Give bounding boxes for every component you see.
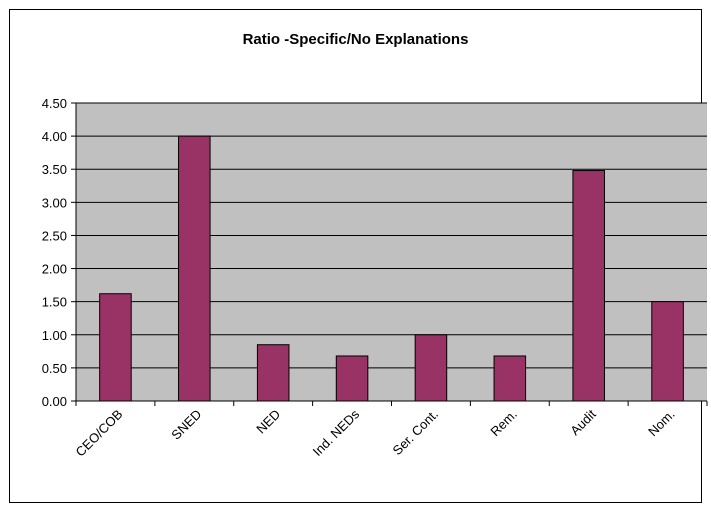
x-tick-label: Audit <box>567 406 599 438</box>
y-tick-label: 1.50 <box>42 295 67 310</box>
bar <box>572 170 605 402</box>
y-tick-label: 2.00 <box>42 262 67 277</box>
bar <box>651 301 684 402</box>
bar <box>335 355 369 402</box>
x-tick-label: Rem. <box>487 407 520 440</box>
chart-title: Ratio -Specific/No Explanations <box>242 31 469 48</box>
x-tick-label: NED <box>253 407 283 437</box>
bar <box>256 344 290 402</box>
y-tick-label: 0.50 <box>42 361 67 376</box>
x-tick-label: Nom. <box>645 407 678 440</box>
bar <box>493 355 527 402</box>
x-tick-label: Ser. Cont. <box>390 407 441 458</box>
y-tick-label: 4.00 <box>42 129 67 144</box>
bar <box>414 334 448 402</box>
y-tick-label: 4.50 <box>42 96 67 111</box>
x-tick-label: SNED <box>168 407 204 443</box>
x-tick-label: CEO/COB <box>73 407 126 460</box>
bar <box>178 135 211 402</box>
x-tick-label: Ind. NEDs <box>310 406 363 459</box>
y-tick-label: 3.50 <box>42 162 67 177</box>
y-tick-label: 1.00 <box>42 328 67 343</box>
y-tick-label: 0.00 <box>42 394 67 409</box>
bar <box>99 293 132 402</box>
plot-area <box>76 103 707 401</box>
y-tick-label: 3.00 <box>42 195 67 210</box>
y-tick-label: 2.50 <box>42 228 67 243</box>
